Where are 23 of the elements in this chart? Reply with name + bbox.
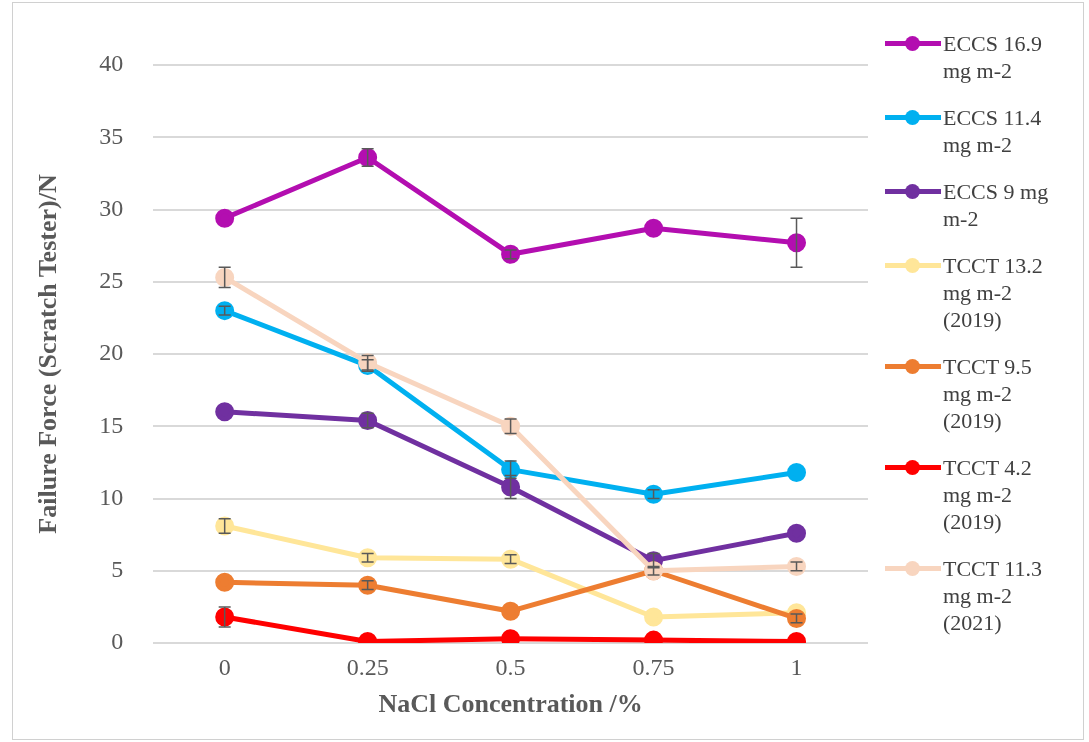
legend-label: ECCS 9 mg m-2 bbox=[943, 178, 1050, 232]
y-tick-label: 10 bbox=[99, 483, 124, 510]
y-tick-label: 30 bbox=[99, 194, 124, 221]
x-tick-label: 0.25 bbox=[346, 653, 389, 680]
legend-label: TCCT 9.5 mg m-2 (2019) bbox=[943, 353, 1033, 434]
x-tick-label: 0 bbox=[218, 653, 231, 680]
x-tick-label: 0.75 bbox=[632, 653, 675, 680]
y-tick-label: 0 bbox=[111, 628, 124, 655]
legend-label: ECCS 16.9 mg m-2 bbox=[943, 30, 1044, 84]
y-tick-label: 15 bbox=[99, 411, 124, 438]
y-tick-label: 35 bbox=[99, 122, 124, 149]
y-tick-label: 40 bbox=[99, 50, 124, 77]
y-tick-label: 20 bbox=[99, 339, 124, 366]
x-tick-label: 1 bbox=[790, 653, 803, 680]
legend-label: TCCT 13.2 mg m-2 (2019) bbox=[943, 252, 1044, 333]
y-tick-label: 5 bbox=[111, 556, 124, 583]
y-axis-title: Failure Force (Scratch Tester)/N bbox=[33, 174, 63, 534]
y-tick-label: 25 bbox=[99, 267, 124, 294]
legend-label: TCCT 11.3 mg m-2 (2021) bbox=[943, 555, 1043, 636]
x-axis-title: NaCl Concentration /% bbox=[378, 689, 643, 719]
legend-label: ECCS 11.4 mg m-2 bbox=[943, 104, 1043, 158]
x-tick-label: 0.5 bbox=[495, 653, 526, 680]
legend-label: TCCT 4.2 mg m-2 (2019) bbox=[943, 454, 1033, 535]
